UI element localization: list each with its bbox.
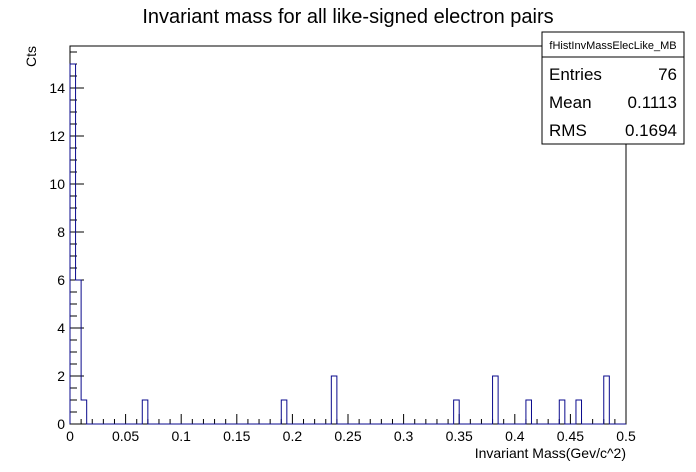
x-tick-label: 0.1 [171,428,191,444]
x-tick-label: 0.2 [283,428,303,444]
y-tick-label: 8 [57,224,65,240]
stats-mean-value: 0.1113 [628,93,677,112]
x-tick-label: 0.3 [394,428,414,444]
stats-rms-label: RMS [549,121,587,140]
y-tick-label: 2 [57,368,65,384]
x-tick-label: 0.5 [616,428,636,444]
x-tick-label: 0.35 [446,428,473,444]
y-tick-label: 0 [57,416,65,432]
x-tick-label: 0.15 [223,428,250,444]
x-axis-label: Invariant Mass(Gev/c^2) [475,445,626,461]
stats-entries-value: 76 [658,65,677,84]
x-tick-label: 0 [66,428,74,444]
y-axis-label: Cts [23,46,39,67]
y-tick-label: 14 [49,80,65,96]
stats-mean-label: Mean [549,93,592,112]
x-tick-labels: 0 0.05 0.1 0.15 0.2 0.25 0.3 0.35 0.4 0.45 0.5 [66,428,636,444]
stats-entries-label: Entries [549,65,602,84]
histogram-step-line [69,63,626,425]
chart-title: Invariant mass for all like-signed elect… [142,6,553,28]
y-tick-labels: 0 2 4 6 8 10 12 14 [49,80,65,432]
x-tick-label: 0.4 [505,428,525,444]
x-tick-label: 0.25 [334,428,361,444]
stats-box-name: fHistInvMassElecLike_MB [549,40,676,52]
stats-box: fHistInvMassElecLike_MB Entries 76 Mean … [541,31,685,145]
y-tick-label: 10 [49,176,65,192]
y-tick-label: 4 [57,320,65,336]
axis-ticks [69,51,627,425]
y-tick-label: 6 [57,272,65,288]
x-tick-label: 0.05 [112,428,139,444]
x-tick-label: 0.45 [557,428,584,444]
stats-rms-value: 0.1694 [625,121,677,140]
y-tick-label: 12 [49,128,65,144]
